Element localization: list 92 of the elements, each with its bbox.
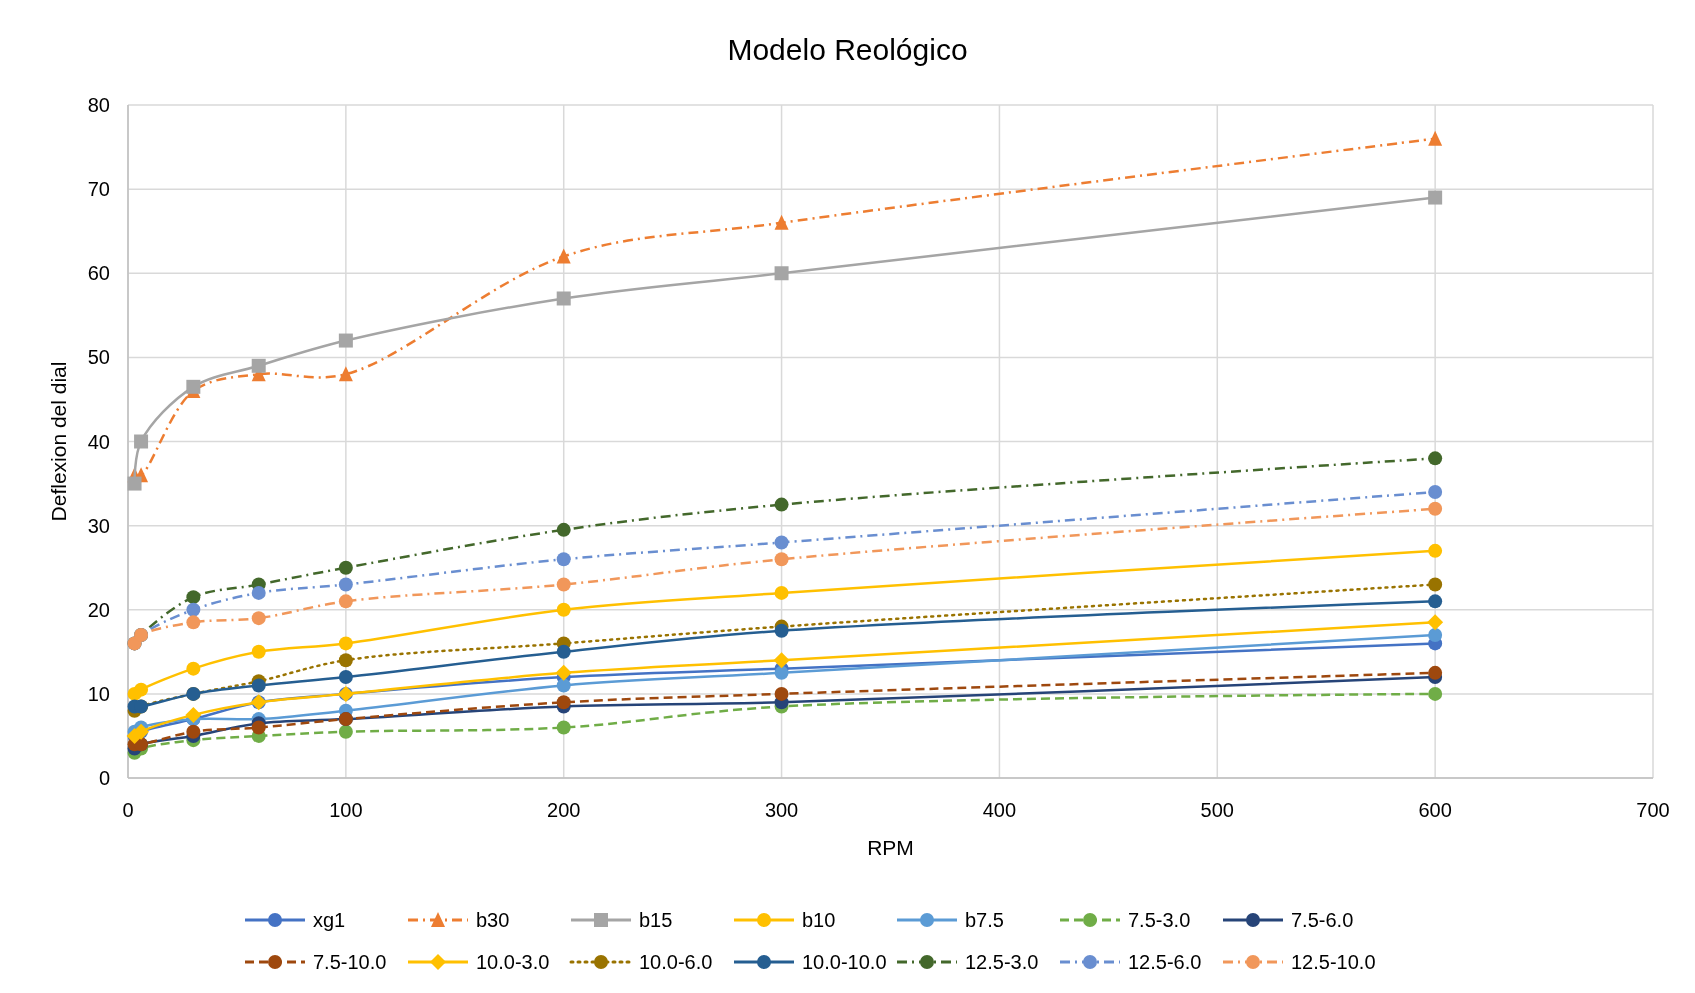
point: [185, 706, 202, 723]
point: [251, 611, 266, 626]
point: [338, 560, 353, 575]
point: [1428, 543, 1443, 558]
y-tick-label: 10: [87, 682, 110, 705]
x-tick-label: 0: [122, 799, 134, 821]
point: [338, 366, 353, 382]
point: [1428, 686, 1443, 701]
point: [556, 695, 571, 710]
legend-label: xg1: [313, 909, 346, 931]
point: [556, 720, 571, 735]
y-tick-label: 50: [87, 346, 110, 369]
point: [1428, 130, 1443, 146]
point: [556, 552, 571, 567]
y-tick-label: 40: [87, 430, 110, 453]
point: [556, 291, 571, 306]
y-tick-label: 30: [87, 514, 110, 537]
point: [251, 585, 266, 600]
y-tick-label: 80: [87, 94, 110, 116]
point: [1428, 594, 1443, 609]
point: [556, 602, 571, 617]
point: [134, 682, 149, 697]
legend-label: b10: [802, 909, 836, 931]
point: [774, 497, 789, 512]
chart-title: Modelo Reológico: [727, 33, 968, 66]
point: [1428, 627, 1443, 642]
point: [338, 594, 353, 609]
legend-label: 10.0-3.0: [476, 951, 550, 973]
point: [127, 476, 142, 491]
legend-label: 12.5-10.0: [1291, 951, 1376, 973]
point: [251, 644, 266, 659]
y-tick-label: 60: [87, 262, 110, 285]
point: [251, 720, 266, 735]
point: [338, 636, 353, 651]
legend-label: b30: [476, 909, 510, 931]
point: [774, 686, 789, 701]
point: [774, 623, 789, 638]
point: [1428, 190, 1443, 205]
point: [774, 535, 789, 550]
point: [186, 661, 201, 676]
point: [338, 670, 353, 685]
y-tick-label: 20: [87, 598, 110, 621]
legend-label: b7.5: [965, 909, 1004, 931]
point: [186, 724, 201, 739]
legend-label: 7.5-6.0: [1291, 909, 1354, 931]
point: [1428, 484, 1443, 499]
point: [338, 724, 353, 739]
legend-label: 7.5-10.0: [313, 951, 387, 973]
x-tick-label: 600: [1418, 799, 1452, 821]
legend-label: 10.0-10.0: [802, 951, 887, 973]
legend-label: 10.0-6.0: [639, 951, 713, 973]
y-axis-title: Deflexion del dial: [47, 361, 70, 522]
point: [774, 665, 789, 680]
point: [1428, 451, 1443, 466]
point: [1427, 614, 1444, 631]
legend-label: b15: [639, 909, 673, 931]
point: [556, 577, 571, 592]
point: [556, 678, 571, 693]
point: [251, 358, 266, 373]
x-tick-label: 700: [1636, 799, 1670, 821]
x-tick-label: 500: [1200, 799, 1234, 821]
point: [186, 615, 201, 630]
legend-label: 12.5-6.0: [1128, 951, 1202, 973]
point: [774, 552, 789, 567]
point: [338, 653, 353, 668]
x-tick-label: 200: [547, 799, 581, 821]
point: [1428, 501, 1443, 516]
point: [1428, 577, 1443, 592]
x-tick-label: 100: [329, 799, 363, 821]
x-axis-title: RPM: [867, 836, 914, 859]
point: [134, 434, 149, 449]
point: [774, 214, 789, 230]
point: [186, 379, 201, 394]
point: [774, 585, 789, 600]
point: [338, 577, 353, 592]
legend-label: 12.5-3.0: [965, 951, 1039, 973]
x-tick-label: 300: [764, 799, 799, 821]
point: [773, 652, 790, 669]
legend-label: 7.5-3.0: [1128, 909, 1191, 931]
point: [555, 664, 572, 681]
point: [1428, 665, 1443, 680]
point: [556, 248, 571, 264]
y-tick-label: 70: [87, 178, 110, 201]
point: [774, 266, 789, 281]
point: [338, 333, 353, 348]
x-tick-label: 400: [982, 799, 1017, 821]
point: [556, 644, 571, 659]
point: [186, 602, 201, 617]
point: [186, 590, 201, 605]
point: [251, 678, 266, 693]
point: [556, 522, 571, 537]
y-tick-label: 0: [98, 767, 110, 789]
